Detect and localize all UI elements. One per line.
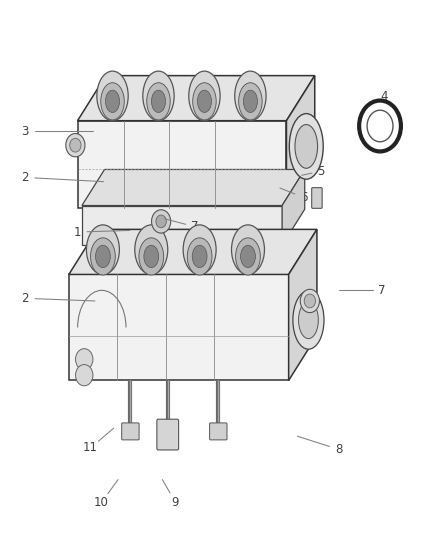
Text: 1: 1: [74, 225, 81, 239]
Text: 2: 2: [21, 171, 29, 184]
Circle shape: [66, 134, 85, 157]
Text: 11: 11: [83, 441, 98, 454]
FancyBboxPatch shape: [159, 431, 177, 448]
Text: 6: 6: [300, 191, 307, 204]
FancyBboxPatch shape: [210, 423, 227, 440]
Text: 4: 4: [381, 90, 388, 103]
Polygon shape: [69, 229, 317, 274]
Polygon shape: [286, 76, 315, 208]
Circle shape: [70, 138, 81, 152]
Text: 2: 2: [21, 292, 29, 305]
Ellipse shape: [192, 245, 207, 268]
Circle shape: [152, 210, 171, 233]
Text: 7: 7: [191, 220, 199, 233]
Ellipse shape: [235, 71, 266, 120]
Polygon shape: [69, 274, 289, 381]
Ellipse shape: [101, 83, 124, 120]
Polygon shape: [78, 120, 286, 208]
Polygon shape: [282, 169, 305, 245]
Ellipse shape: [135, 225, 168, 274]
Circle shape: [75, 349, 93, 370]
Text: 7: 7: [378, 284, 386, 297]
Ellipse shape: [293, 291, 324, 349]
Polygon shape: [82, 206, 282, 245]
Circle shape: [75, 365, 93, 386]
Ellipse shape: [143, 71, 174, 120]
Ellipse shape: [232, 225, 265, 274]
Ellipse shape: [244, 90, 258, 112]
FancyBboxPatch shape: [312, 188, 322, 208]
Ellipse shape: [189, 71, 220, 120]
Ellipse shape: [240, 245, 255, 268]
Text: 9: 9: [172, 496, 179, 509]
Text: 5: 5: [318, 165, 325, 177]
Circle shape: [156, 215, 166, 228]
Ellipse shape: [299, 302, 318, 338]
Ellipse shape: [187, 238, 212, 275]
Text: 10: 10: [94, 496, 109, 509]
Polygon shape: [82, 169, 305, 206]
Ellipse shape: [295, 125, 318, 168]
FancyBboxPatch shape: [122, 423, 139, 440]
Ellipse shape: [91, 238, 115, 275]
Polygon shape: [289, 229, 317, 381]
Text: 3: 3: [21, 125, 29, 138]
Ellipse shape: [152, 90, 166, 112]
Ellipse shape: [144, 245, 159, 268]
Ellipse shape: [139, 238, 164, 275]
Ellipse shape: [183, 225, 216, 274]
Ellipse shape: [97, 71, 128, 120]
Circle shape: [304, 294, 315, 308]
FancyBboxPatch shape: [157, 419, 179, 450]
Ellipse shape: [198, 90, 212, 112]
Ellipse shape: [289, 114, 323, 179]
Ellipse shape: [86, 225, 120, 274]
Circle shape: [300, 289, 319, 313]
Ellipse shape: [95, 245, 110, 268]
Ellipse shape: [239, 83, 262, 120]
Polygon shape: [78, 76, 315, 120]
Ellipse shape: [193, 83, 216, 120]
Ellipse shape: [236, 238, 260, 275]
Ellipse shape: [106, 90, 120, 112]
Text: 8: 8: [335, 443, 343, 456]
Ellipse shape: [147, 83, 170, 120]
